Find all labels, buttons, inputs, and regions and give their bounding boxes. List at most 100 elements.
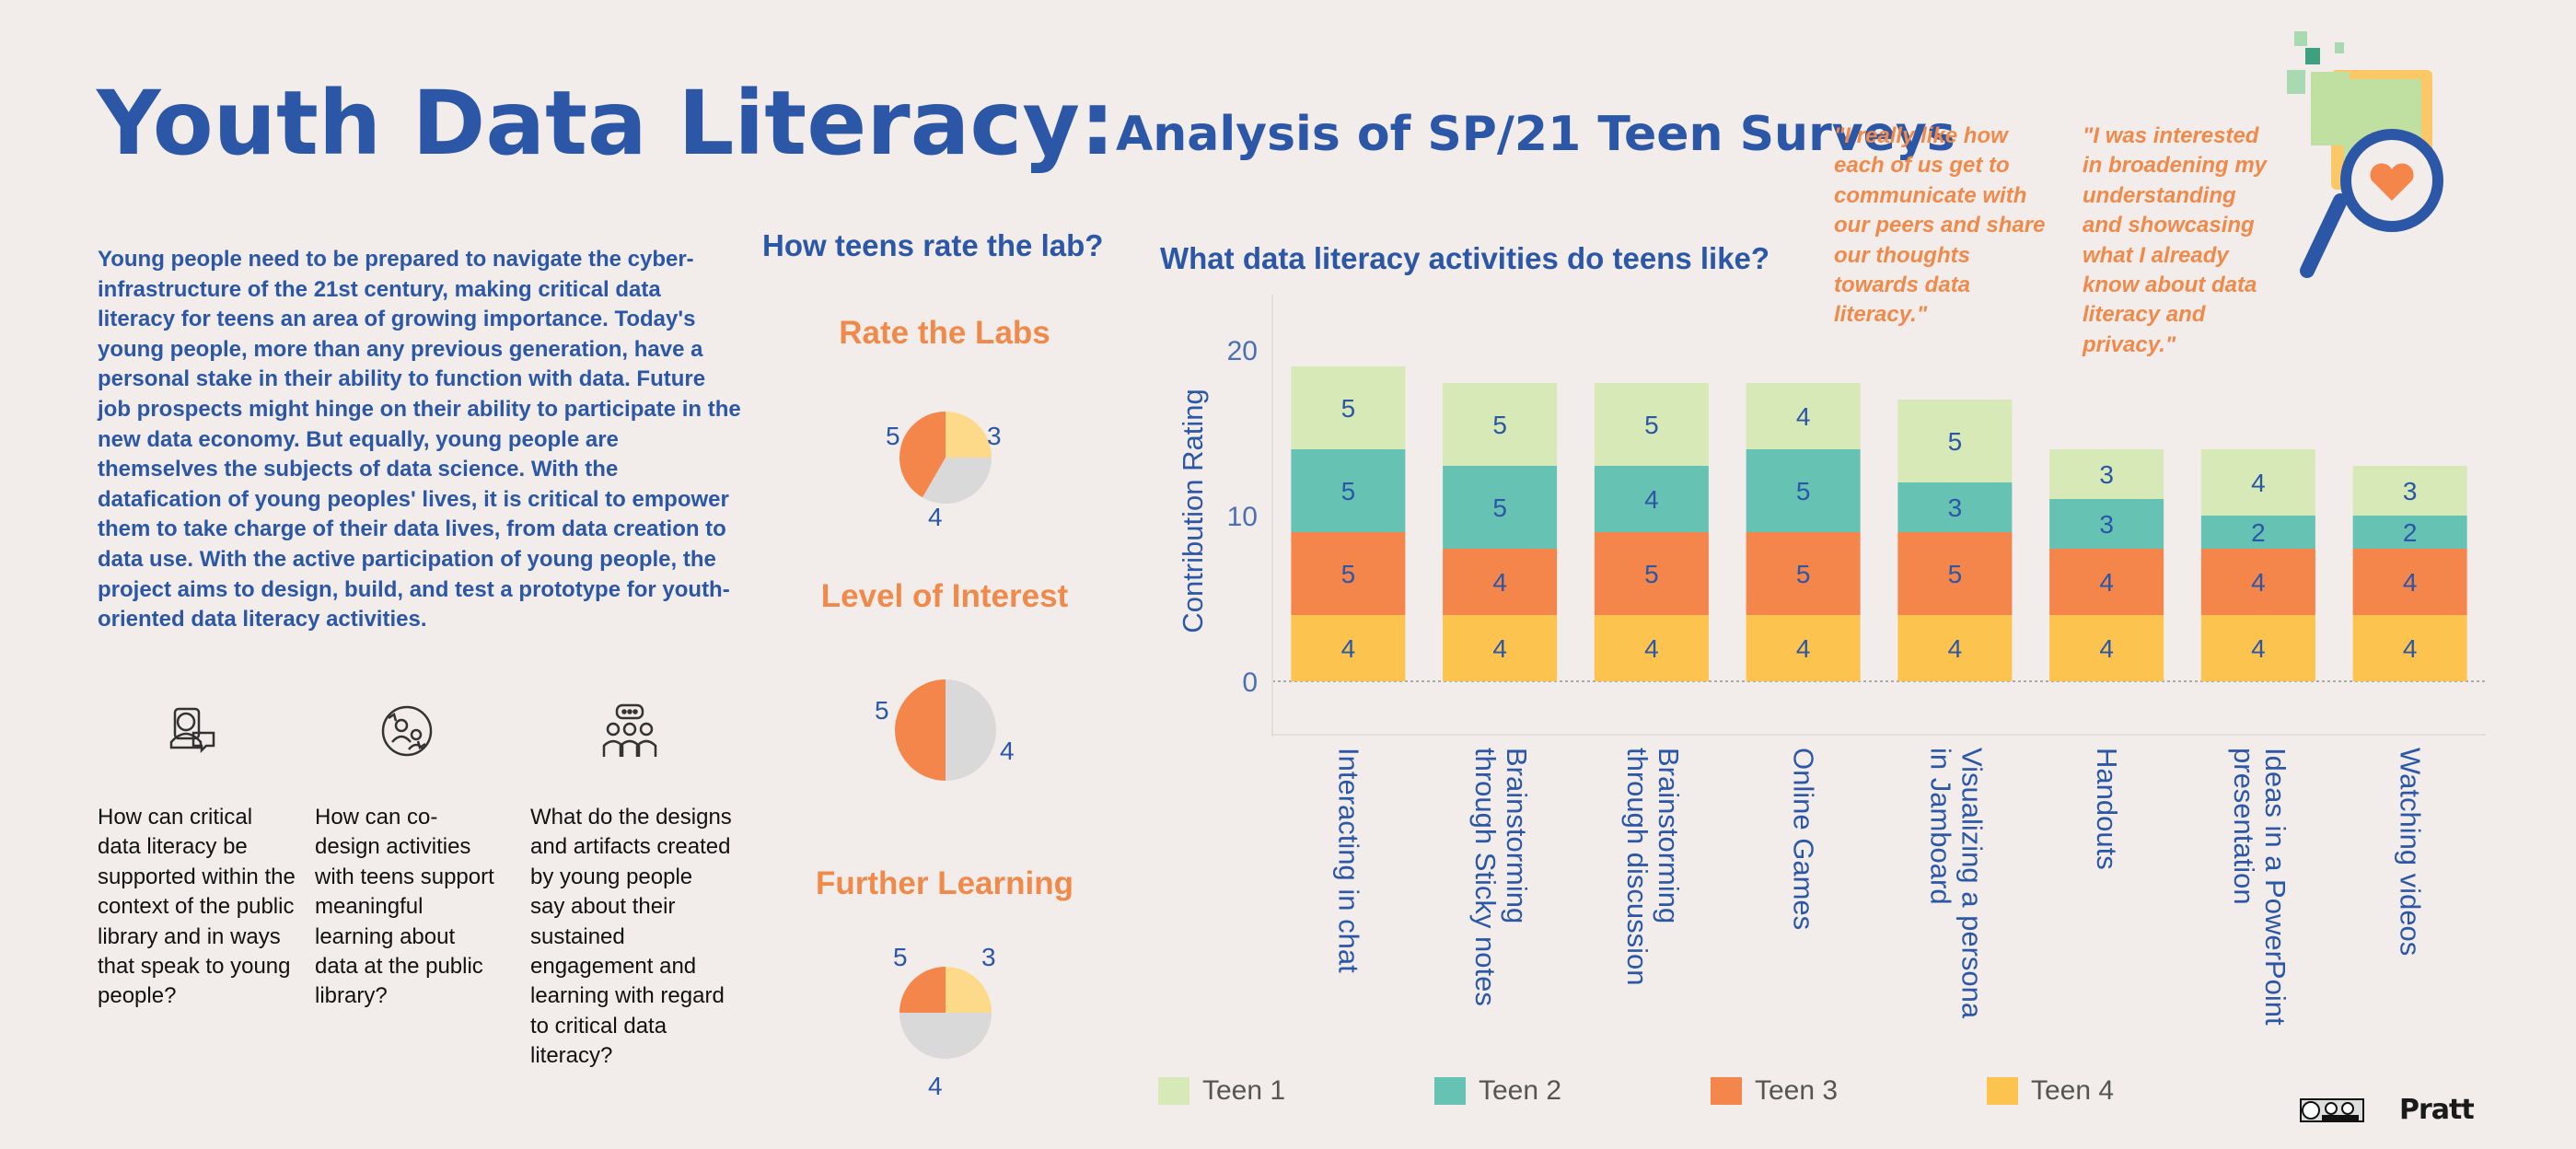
bar-data-label: 5 bbox=[1644, 560, 1659, 588]
pratt-logo: Pratt bbox=[2399, 1094, 2475, 1126]
bar-data-label: 3 bbox=[2099, 510, 2114, 539]
bar-data-label: 4 bbox=[1644, 634, 1659, 663]
bar-data-label: 5 bbox=[1796, 477, 1811, 505]
pie-slice bbox=[946, 412, 992, 458]
pie-slice bbox=[899, 967, 946, 1013]
bar-segment bbox=[1443, 615, 1558, 681]
pie-slice bbox=[946, 679, 996, 781]
bar-data-label: 5 bbox=[1492, 493, 1507, 522]
y-tick-label: 0 bbox=[1242, 667, 1258, 698]
magnifier-heart-icon bbox=[2287, 31, 2443, 278]
y-tick-label: 10 bbox=[1227, 502, 1258, 532]
bar-data-label: 4 bbox=[2099, 634, 2114, 663]
further-learning-pie bbox=[899, 967, 992, 1059]
bar-data-label: 4 bbox=[2251, 634, 2266, 663]
pie-label: 4 bbox=[928, 503, 943, 531]
bar-segment bbox=[2200, 549, 2315, 615]
x-category-label: Interacting in chat bbox=[1332, 748, 1364, 973]
x-category-label: Visualizing a personain Jamboard bbox=[1924, 748, 1988, 1019]
bar-segment bbox=[1746, 615, 1861, 681]
bar-segment bbox=[1897, 532, 2013, 615]
research-question-2: How can co-design activities with teens … bbox=[315, 805, 494, 1009]
legend-label: Teen 2 bbox=[1479, 1075, 1562, 1106]
legend-swatch bbox=[1987, 1077, 2018, 1105]
bar-segment bbox=[1594, 466, 1709, 532]
pie-label: 3 bbox=[987, 422, 1002, 450]
bar-segment bbox=[2200, 615, 2315, 681]
level-of-interest-title: Level of Interest bbox=[820, 578, 1069, 614]
bar-data-label: 3 bbox=[2403, 477, 2418, 505]
bar-segment bbox=[1897, 400, 2013, 482]
bar-data-label: 4 bbox=[1796, 634, 1811, 663]
legend-label: Teen 3 bbox=[1755, 1075, 1839, 1106]
bar-segment bbox=[1291, 615, 1406, 681]
lab-rating-section-title: How teens rate the lab? bbox=[762, 228, 1104, 262]
x-category-label: Brainstormingthrough discussion bbox=[1621, 748, 1685, 986]
x-category-label: Online Games bbox=[1788, 748, 1820, 930]
pie-label: 5 bbox=[875, 696, 889, 725]
bar-data-label: 4 bbox=[2403, 568, 2418, 597]
collaboration-cycle-icon bbox=[381, 705, 433, 757]
bar-segment bbox=[1291, 449, 1406, 532]
bar-data-label: 2 bbox=[2251, 518, 2266, 547]
bar-segment bbox=[2352, 615, 2467, 681]
teen-quote-2: "I was interested in broadening my under… bbox=[2083, 123, 2268, 357]
legend-item-teen-1: Teen 1 bbox=[1158, 1075, 1285, 1107]
creative-commons-license-icon bbox=[2300, 1098, 2364, 1122]
bar-data-label: 5 bbox=[1492, 411, 1507, 439]
legend-swatch bbox=[1158, 1077, 1189, 1105]
pie-label: 5 bbox=[893, 943, 908, 971]
bar-data-label: 4 bbox=[1796, 402, 1811, 431]
x-category-label: Ideas in a PowerPointpresentation bbox=[2228, 748, 2292, 1026]
legend-item-teen-4: Teen 4 bbox=[1987, 1075, 2114, 1107]
legend-swatch bbox=[1711, 1077, 1742, 1105]
bar-data-label: 5 bbox=[1341, 560, 1356, 588]
pie-slice bbox=[946, 967, 992, 1013]
y-tick-label: 20 bbox=[1227, 336, 1258, 366]
bar-segment bbox=[1746, 532, 1861, 615]
bar-segment bbox=[2049, 449, 2164, 499]
y-axis-label: Contribution Rating bbox=[1177, 389, 1209, 633]
activities-chart-title: What data literacy activities do teens l… bbox=[1160, 241, 1770, 275]
bar-data-label: 5 bbox=[1948, 427, 1963, 456]
x-category-label: Watching videos bbox=[2395, 748, 2427, 956]
pie-label: 3 bbox=[981, 943, 996, 971]
pie-slice bbox=[899, 1013, 992, 1059]
bar-segment bbox=[1291, 366, 1406, 449]
bar-segment bbox=[1746, 383, 1861, 449]
bar-data-label: 5 bbox=[1644, 411, 1659, 439]
pie-label: 4 bbox=[1000, 737, 1015, 765]
legend-item-teen-3: Teen 3 bbox=[1711, 1075, 1838, 1107]
bar-data-label: 4 bbox=[1492, 568, 1507, 597]
bar-segment bbox=[1594, 383, 1709, 466]
pie-label: 5 bbox=[886, 422, 900, 450]
bar-segment bbox=[2049, 549, 2164, 615]
legend-item-teen-2: Teen 2 bbox=[1434, 1075, 1561, 1107]
rate-the-labs-pie bbox=[899, 412, 992, 504]
teen-quote-1: "I really like how each of us get to com… bbox=[1834, 123, 2046, 328]
pie-slice bbox=[922, 458, 992, 504]
bar-data-label: 2 bbox=[2403, 518, 2418, 547]
bar-segment bbox=[2200, 449, 2315, 516]
bar-segment bbox=[1897, 615, 2013, 681]
bar-data-label: 4 bbox=[1341, 634, 1356, 663]
bar-segment bbox=[2352, 466, 2467, 516]
level-of-interest-pie bbox=[895, 679, 996, 781]
bar-segment bbox=[1897, 482, 2013, 532]
bar-data-label: 5 bbox=[1948, 560, 1963, 588]
bar-data-label: 4 bbox=[1948, 634, 1963, 663]
bar-data-label: 4 bbox=[2251, 469, 2266, 497]
bar-segment bbox=[1443, 466, 1558, 549]
bar-data-label: 3 bbox=[1948, 493, 1963, 522]
bar-segment bbox=[1746, 449, 1861, 532]
bar-segment bbox=[2049, 615, 2164, 681]
x-category-label: Handouts bbox=[2091, 748, 2123, 870]
bar-data-label: 5 bbox=[1796, 560, 1811, 588]
bar-segment bbox=[1443, 383, 1558, 466]
intro-paragraph: Young people need to be prepared to navi… bbox=[98, 247, 741, 633]
user-chat-icon bbox=[169, 707, 215, 754]
rate-the-labs-title: Rate the Labs bbox=[839, 315, 1050, 351]
pie-label: 4 bbox=[928, 1072, 943, 1100]
bar-segment bbox=[1291, 532, 1406, 615]
